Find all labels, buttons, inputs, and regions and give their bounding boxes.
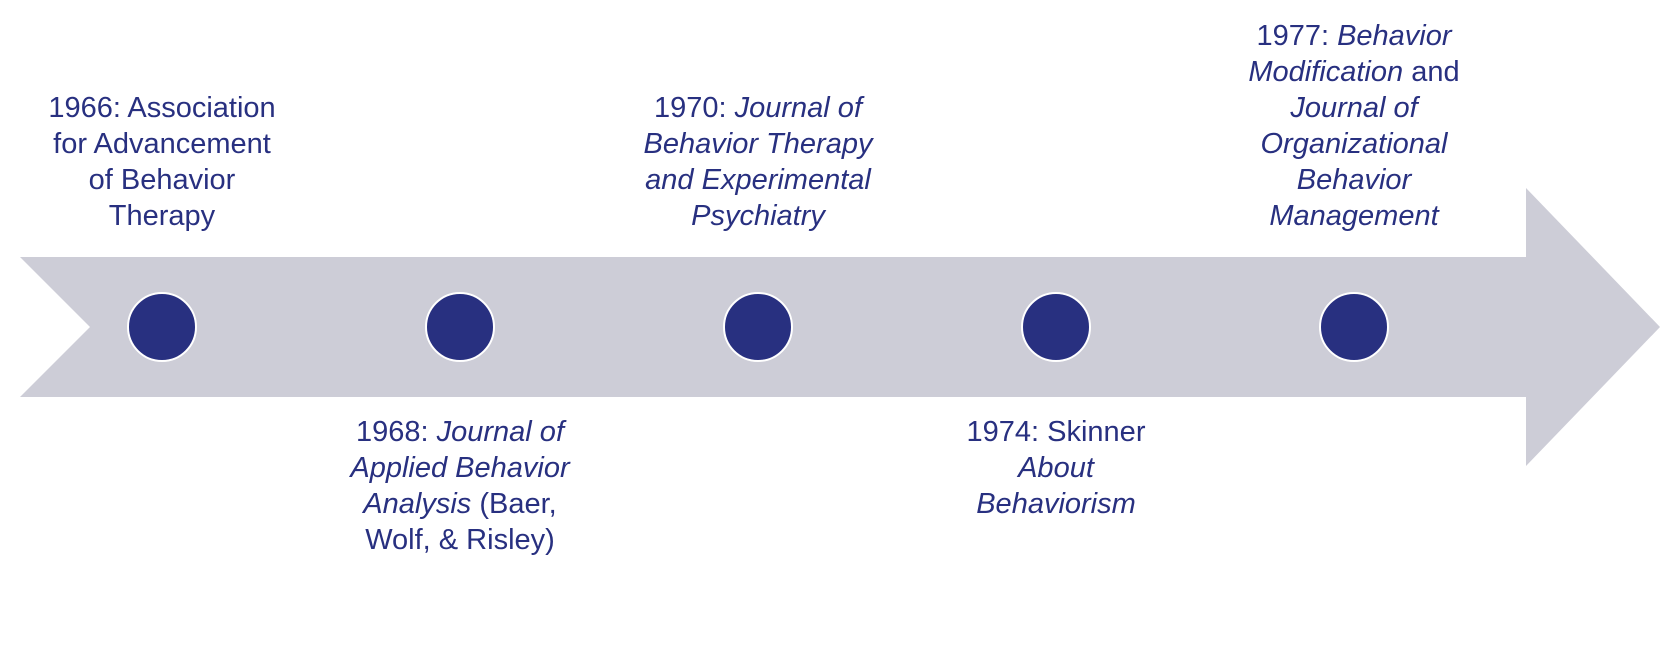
event-text-1974-0: 1974: Skinner <box>966 416 1146 448</box>
event-text-1970-0: 1970: <box>654 92 735 124</box>
timeline-dot-1968 <box>425 292 495 362</box>
event-text-1966-0: 1966: Association for Advancement of Beh… <box>48 92 276 232</box>
timeline-dots <box>127 292 1389 362</box>
event-text-1974-1: About Behaviorism <box>976 452 1136 520</box>
event-text-1977-3: Journal of Organizational Behavior Manag… <box>1260 92 1448 232</box>
event-text-1968-0: 1968: <box>356 416 437 448</box>
event-text-1977-0: 1977: <box>1256 20 1338 52</box>
event-text-1970-1: Journal of Behavior Therapy and Experime… <box>643 92 873 232</box>
event-label-1968: 1968: Journal of Applied Behavior Analys… <box>340 414 580 558</box>
event-text-1977-1: Behavior Modification <box>1248 20 1452 88</box>
event-label-1974: 1974: Skinner About Behaviorism <box>951 414 1161 522</box>
event-text-1968-1: Journal of Applied Behavior Analysis <box>350 416 570 520</box>
event-label-1977: 1977: Behavior Modification and Journal … <box>1234 18 1474 234</box>
timeline-dot-1966 <box>127 292 197 362</box>
event-label-1966: 1966: Association for Advancement of Beh… <box>42 90 282 234</box>
event-text-1977-2: and <box>1403 56 1460 88</box>
timeline-dot-1974 <box>1021 292 1091 362</box>
timeline-dot-1977 <box>1319 292 1389 362</box>
timeline-dot-1970 <box>723 292 793 362</box>
event-label-1970: 1970: Journal of Behavior Therapy and Ex… <box>638 90 878 234</box>
event-text-1968-2: (Baer, Wolf, & Risley) <box>365 488 557 556</box>
timeline-arrow <box>20 188 1660 466</box>
